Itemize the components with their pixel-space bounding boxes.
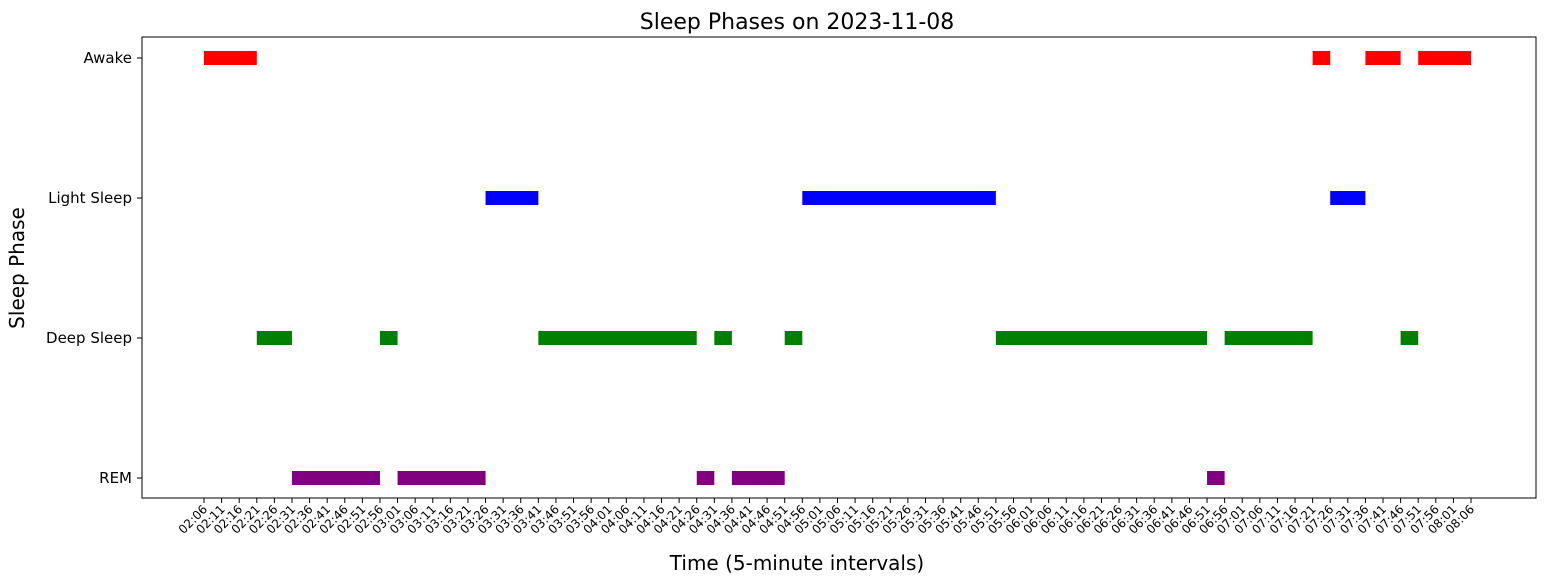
y-tick-label-rem: REM [99, 469, 132, 487]
bar-awake-17 [1365, 51, 1401, 65]
y-axis-label: Sleep Phase [5, 207, 29, 329]
bar-deep-sleep-10 [784, 331, 803, 345]
bar-rem-2 [291, 471, 380, 485]
bar-rem-9 [731, 471, 785, 485]
bar-light-sleep-5 [485, 191, 539, 205]
bar-deep-sleep-1 [256, 331, 292, 345]
y-axis-ticks: REM Deep Sleep Light Sleep Awake [46, 49, 142, 487]
bar-deep-sleep-8 [714, 331, 732, 345]
y-tick-label-deep-sleep: Deep Sleep [46, 329, 132, 347]
y-tick-label-awake: Awake [84, 49, 133, 67]
bar-deep-sleep-12 [995, 331, 1208, 345]
bar-deep-sleep-18 [1400, 331, 1419, 345]
x-axis-label: Time (5-minute intervals) [669, 551, 924, 575]
plot-frame [141, 36, 1537, 499]
chart-title: Sleep Phases on 2023-11-08 [640, 10, 955, 35]
bar-awake-19 [1418, 51, 1471, 65]
bar-light-sleep-16 [1330, 191, 1366, 205]
bar-rem-4 [397, 471, 486, 485]
bar-rem-13 [1207, 471, 1225, 485]
bar-deep-sleep-6 [538, 331, 697, 345]
bars-layer [204, 51, 1471, 485]
x-axis-ticks: 02:0602:1102:1602:2102:2602:3102:3602:41… [176, 498, 1477, 537]
bar-deep-sleep-14 [1224, 331, 1313, 345]
bar-awake-15 [1312, 51, 1331, 65]
bar-light-sleep-11 [802, 191, 996, 205]
y-tick-label-light-sleep: Light Sleep [48, 189, 132, 207]
bar-rem-7 [696, 471, 715, 485]
bar-deep-sleep-3 [379, 331, 398, 345]
bar-awake-0 [204, 51, 257, 65]
